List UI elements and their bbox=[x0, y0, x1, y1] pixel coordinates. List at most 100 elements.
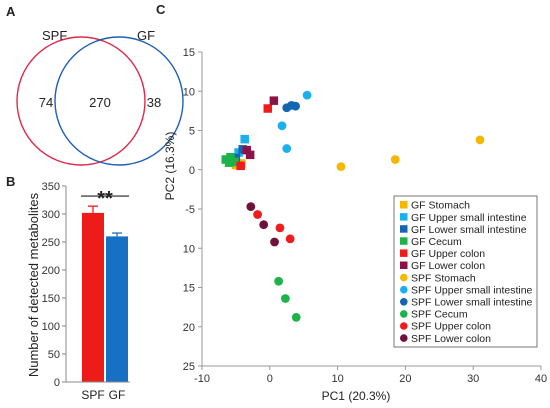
scatter-y-tick-label: 15 bbox=[183, 283, 195, 295]
venn-count-intersection: 270 bbox=[89, 95, 111, 110]
legend-marker-circle bbox=[400, 310, 408, 318]
legend-marker-circle bbox=[400, 334, 408, 342]
scatter-point-square bbox=[230, 157, 239, 167]
bar-category-labels: SPF GF bbox=[81, 388, 125, 402]
panel-label-c: C bbox=[156, 2, 166, 17]
scatter-point-square bbox=[269, 96, 279, 105]
scatter-point-circle bbox=[274, 276, 284, 286]
scatter-x-axis-title: PC1 (20.3%) bbox=[322, 389, 391, 403]
significance-label: ** bbox=[97, 188, 113, 210]
scatter-y-axis-title: PC2 (16.3%) bbox=[163, 132, 177, 201]
bar-gf bbox=[106, 236, 128, 382]
venn-diagram: SPF GF 74 270 38 bbox=[16, 28, 184, 166]
scatter-point-square bbox=[242, 145, 251, 155]
legend-box bbox=[393, 195, 538, 348]
bar-chart: Number of detected metabolites 0 50 100 150… bbox=[26, 181, 130, 402]
bar-y-tick-label: 50 bbox=[48, 349, 60, 361]
scatter-y-tick-label: -5 bbox=[185, 204, 195, 216]
bar-marks bbox=[82, 205, 128, 382]
scatter-y-tick-label: 5 bbox=[189, 126, 195, 138]
scatter-point-square bbox=[263, 104, 273, 113]
bar-y-tick-label: 200 bbox=[42, 265, 60, 277]
scatter-point-circle bbox=[390, 155, 400, 164]
bar-y-tick-label: 150 bbox=[42, 293, 60, 305]
scatter-y-tick-label: 0 bbox=[189, 165, 195, 177]
scatter-point-circle bbox=[291, 312, 301, 322]
scatter-x-tick-label: 0 bbox=[267, 373, 273, 385]
legend-entry: GF Upper small intestine bbox=[411, 212, 527, 224]
legend-marker-circle bbox=[400, 298, 408, 306]
legend-entry: SPF Stomach bbox=[411, 272, 476, 284]
scatter-point-circle bbox=[282, 144, 292, 153]
scatter-x-tick-label: 30 bbox=[467, 373, 479, 385]
scatter-y-tick-label: 20 bbox=[183, 322, 195, 334]
scatter-y-ticks: 15 10 5 0 -5 10 15 20 25 bbox=[183, 47, 202, 373]
scatter-point-circle bbox=[275, 223, 285, 233]
scatter-point-square bbox=[224, 158, 234, 167]
bar-y-axis-title: Number of detected metabolites bbox=[26, 192, 41, 377]
legend-marker-square bbox=[400, 213, 408, 221]
legend-marker-square bbox=[400, 249, 408, 257]
legend-entry: GF Upper colon bbox=[411, 248, 485, 260]
legend-entry: SPF Upper colon bbox=[411, 321, 491, 333]
scatter-point-circle bbox=[475, 135, 485, 145]
bar-y-tick-label: 100 bbox=[42, 321, 60, 333]
scatter-point-circle bbox=[280, 294, 290, 303]
scatter-x-tick-label: 20 bbox=[399, 373, 411, 385]
scatter-point-circle bbox=[291, 101, 300, 111]
scatter-point-circle bbox=[270, 237, 279, 247]
bar-y-tick-label: 250 bbox=[42, 237, 60, 249]
bar-y-tick-label: 0 bbox=[54, 377, 60, 389]
legend-entry: SPF Upper small intestine bbox=[411, 284, 533, 296]
legend-entry: GF Cecum bbox=[411, 236, 462, 248]
legend-marker-square bbox=[400, 237, 408, 245]
legend-marker-circle bbox=[400, 322, 408, 330]
scatter-y-tick-label: 10 bbox=[183, 86, 195, 98]
scatter-point-circle bbox=[277, 121, 287, 131]
scatter-point-circle bbox=[246, 202, 256, 212]
scatter-y-tick-label: 25 bbox=[183, 361, 195, 373]
scatter-point-square bbox=[245, 150, 255, 160]
panel-label-b: B bbox=[6, 174, 15, 189]
scatter-point-circle bbox=[285, 234, 295, 244]
scatter-x-tick-label: -10 bbox=[194, 373, 210, 385]
legend-entry: SPF Lower small intestine bbox=[411, 297, 533, 309]
venn-count-spf-only: 74 bbox=[39, 95, 53, 110]
bar-y-tick-label: 350 bbox=[42, 181, 60, 193]
scatter-point-square bbox=[240, 134, 249, 144]
bar-category-label: GF bbox=[109, 388, 126, 402]
legend-entry: GF Lower small intestine bbox=[411, 224, 527, 236]
legend-marker-circle bbox=[400, 273, 408, 282]
scatter-y-tick-label: 10 bbox=[183, 243, 195, 255]
bar-y-tick-label: 300 bbox=[42, 209, 60, 221]
pca-scatter: 15 10 5 0 -5 10 15 20 25 -10 0 10 20 30 40 PC1 (20.3%… bbox=[163, 47, 547, 403]
venn-label-spf: SPF bbox=[42, 28, 67, 43]
bar-y-ticks: 0 50 100 150 200 250 300 350 bbox=[42, 181, 66, 389]
scatter-y-tick-label: 15 bbox=[183, 47, 195, 59]
venn-count-gf-only: 38 bbox=[147, 95, 161, 110]
bar-spf bbox=[82, 212, 104, 382]
scatter-point-circle bbox=[253, 210, 262, 219]
scatter-point-square bbox=[226, 152, 235, 162]
legend-marker-square bbox=[400, 261, 408, 269]
bar-category-label: SPF bbox=[81, 388, 104, 402]
legend-entry: GF Stomach bbox=[411, 200, 470, 212]
legend-marker-square bbox=[400, 201, 408, 209]
scatter-point-square bbox=[236, 161, 245, 171]
significance-marker: ** bbox=[81, 188, 129, 210]
venn-circle-spf bbox=[16, 36, 146, 166]
scatter-x-tick-label: 10 bbox=[331, 373, 343, 385]
legend-marker-circle bbox=[400, 285, 408, 294]
venn-label-gf: GF bbox=[137, 28, 155, 43]
legend-marker-square bbox=[400, 225, 408, 233]
scatter-point-circle bbox=[259, 220, 269, 230]
legend-entry: GF Lower colon bbox=[411, 260, 485, 272]
panel-label-a: A bbox=[6, 4, 16, 19]
scatter-x-tick-label: 40 bbox=[535, 373, 547, 385]
legend-entry: SPF Lower colon bbox=[411, 333, 491, 345]
scatter-points bbox=[221, 90, 485, 322]
legend-entry: SPF Cecum bbox=[411, 309, 468, 321]
scatter-point-circle bbox=[302, 90, 312, 100]
